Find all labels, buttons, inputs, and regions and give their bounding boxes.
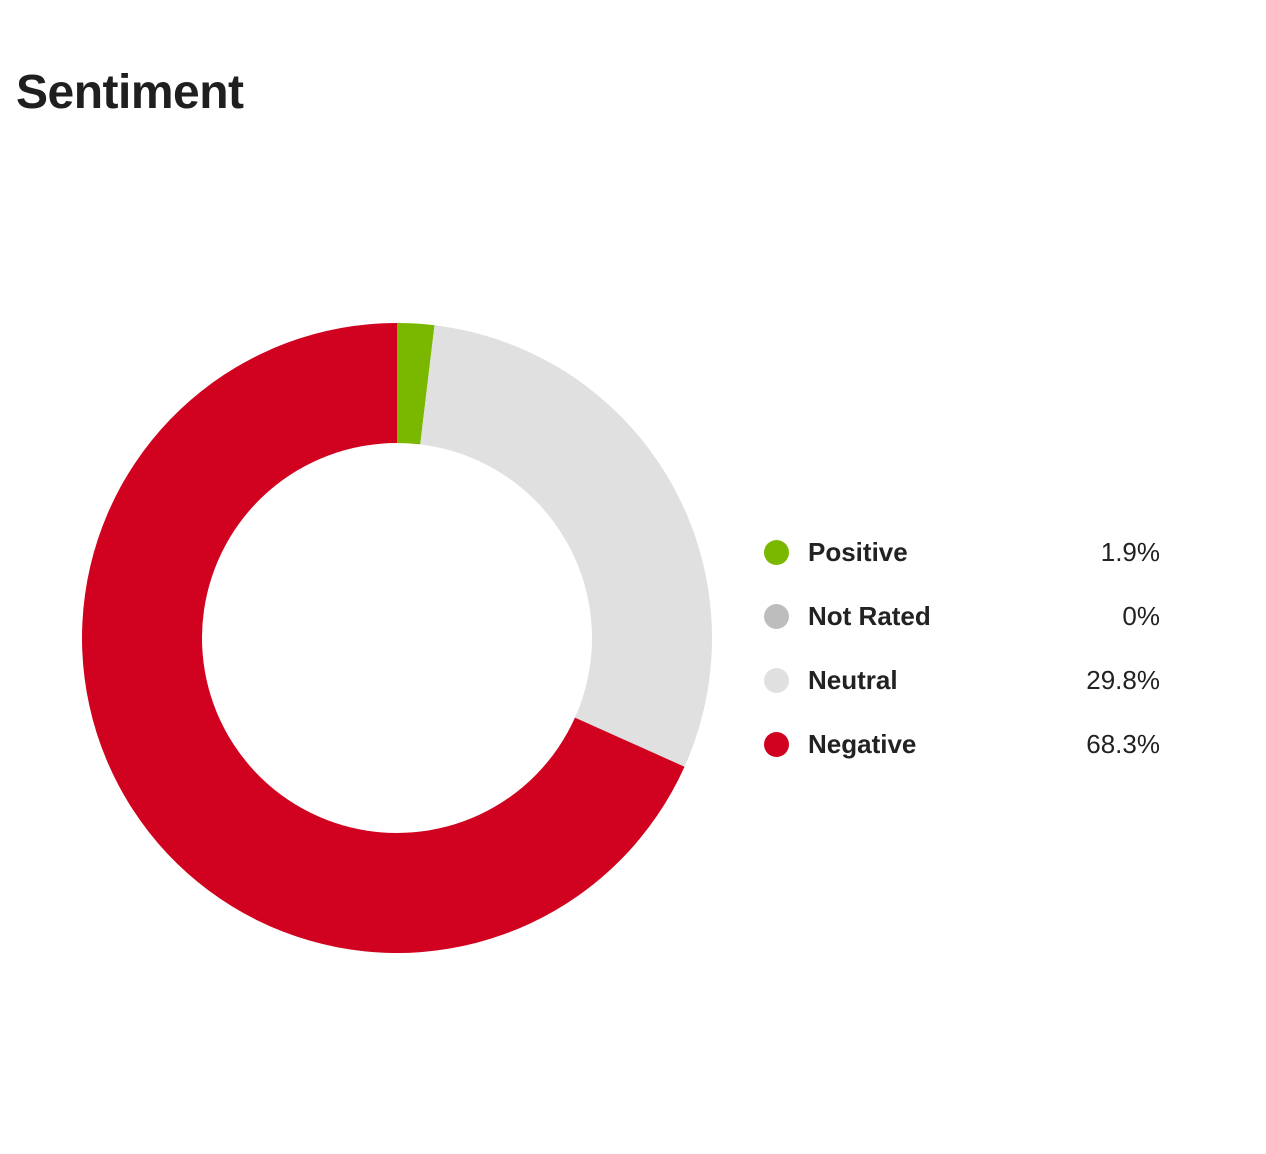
legend-value: 1.9% <box>1100 536 1160 567</box>
legend-swatch-negative <box>764 731 789 757</box>
legend-swatch-not-rated <box>764 603 789 629</box>
donut-chart <box>82 323 713 954</box>
legend-label: Not Rated <box>808 600 931 631</box>
legend-label: Negative <box>808 728 917 759</box>
legend-value: 29.8% <box>1086 664 1160 695</box>
slice-neutral[interactable] <box>420 325 713 767</box>
legend-swatch-neutral <box>764 667 789 693</box>
legend-item-positive[interactable]: Positive 1.9% <box>764 520 1164 584</box>
slice-negative[interactable] <box>82 323 685 954</box>
slice-positive[interactable] <box>397 323 435 445</box>
legend-label: Positive <box>808 536 908 567</box>
legend: Positive 1.9% Not Rated 0% Neutral 29.8%… <box>764 520 1164 776</box>
legend-item-not-rated[interactable]: Not Rated 0% <box>764 584 1164 648</box>
legend-swatch-positive <box>764 539 789 565</box>
legend-item-negative[interactable]: Negative 68.3% <box>764 712 1164 776</box>
legend-value: 0% <box>1122 600 1160 631</box>
legend-item-neutral[interactable]: Neutral 29.8% <box>764 648 1164 712</box>
chart-title: Sentiment <box>16 66 244 119</box>
legend-value: 68.3% <box>1086 728 1160 759</box>
legend-label: Neutral <box>808 664 898 695</box>
